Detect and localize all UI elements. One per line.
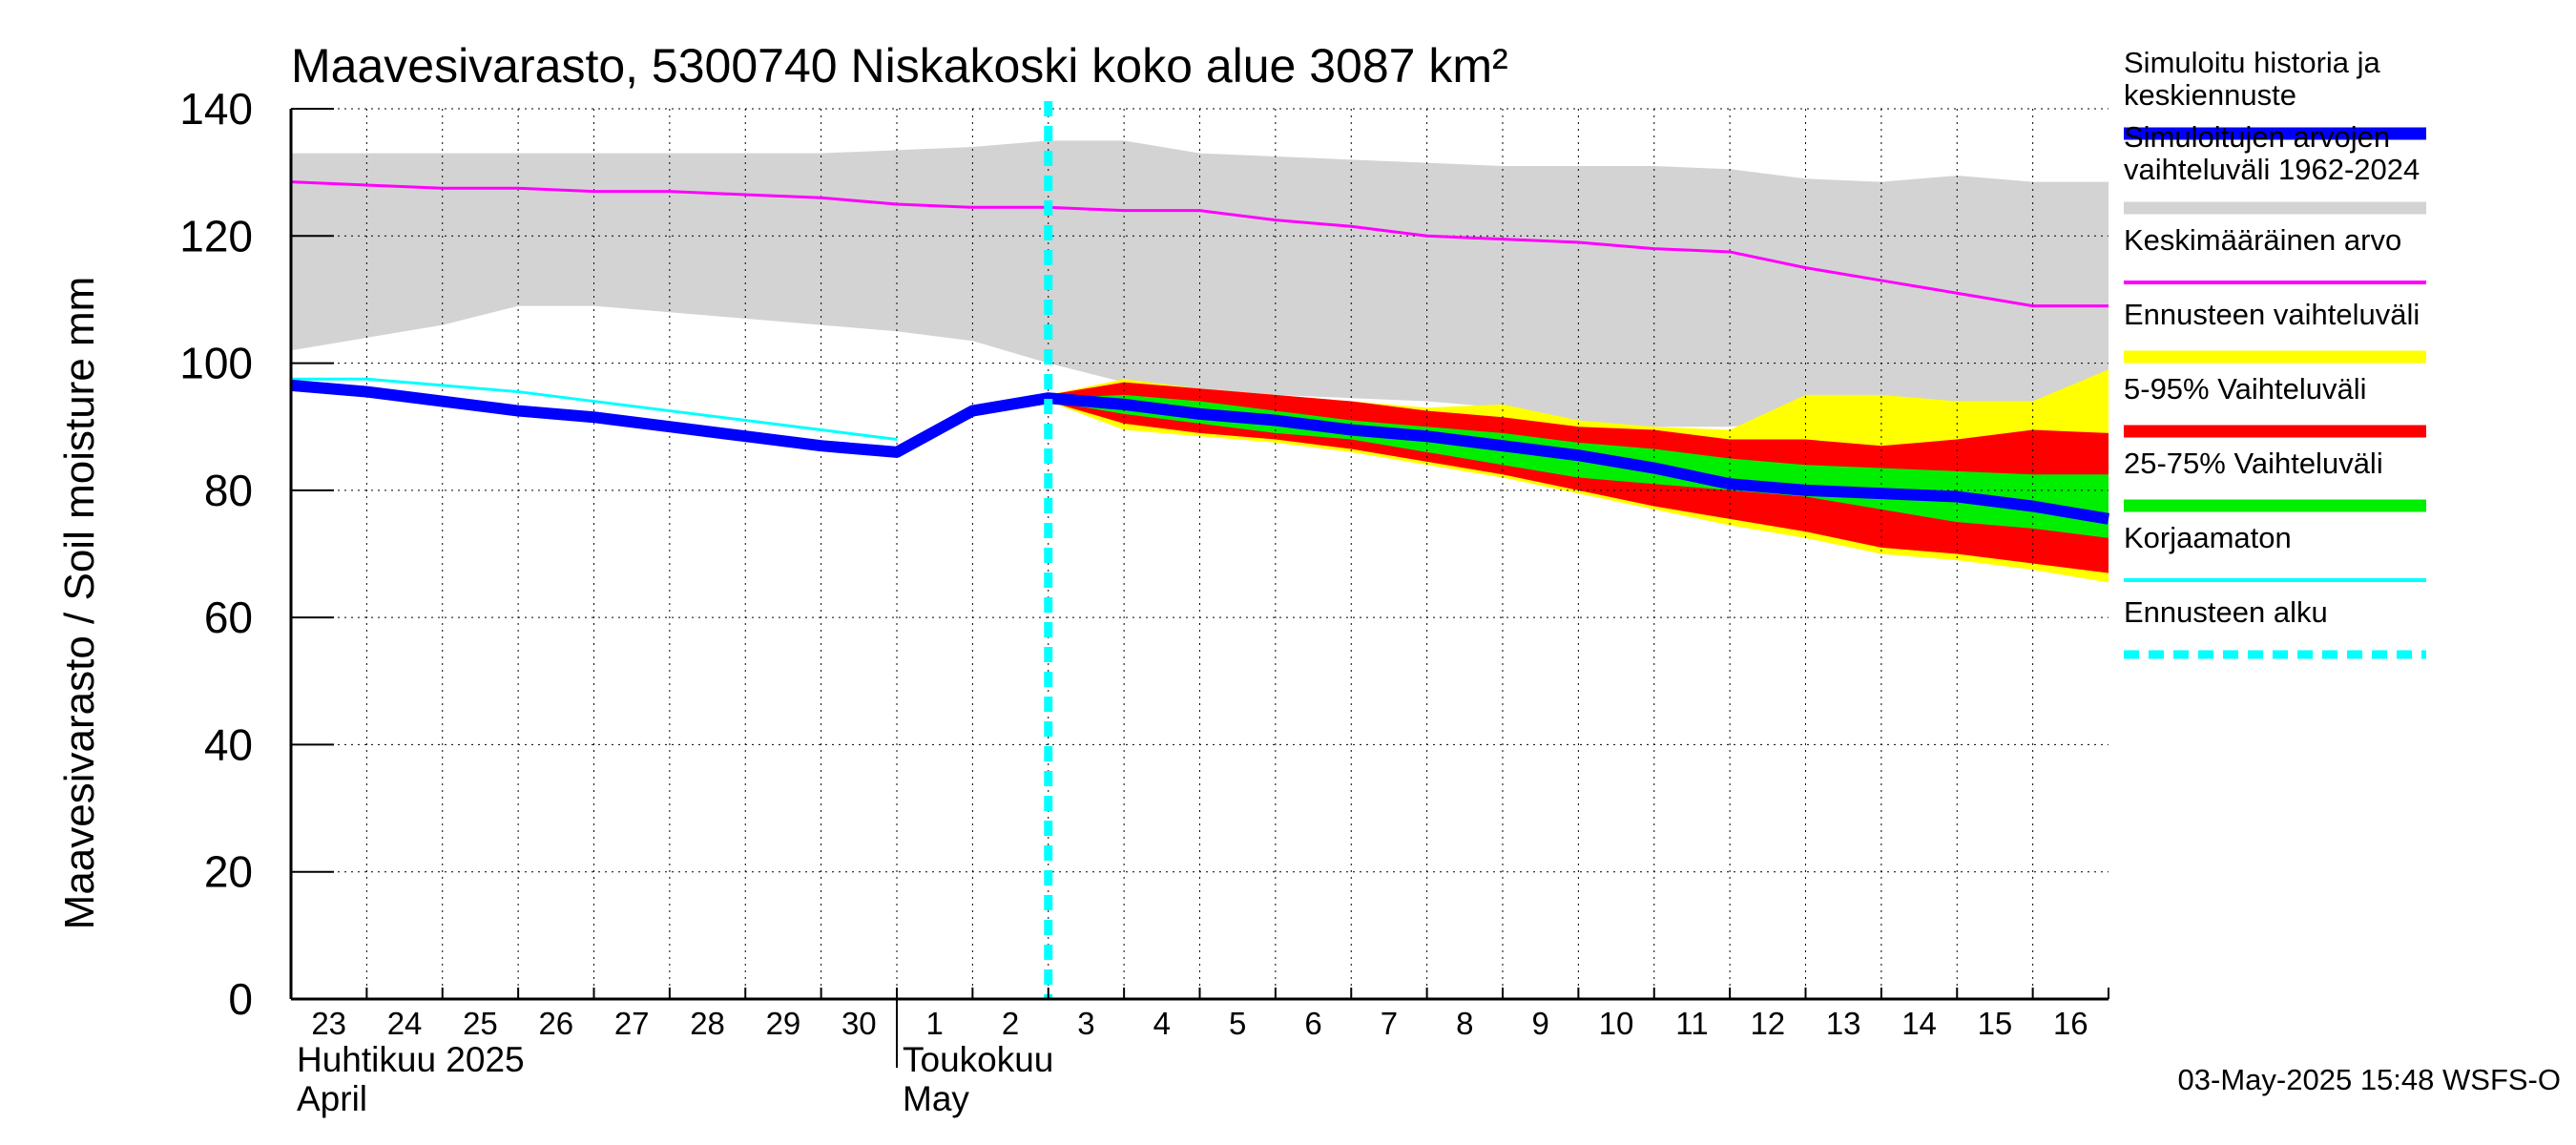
y-tick-label: 140 (179, 84, 253, 134)
x-tick-label: 1 (926, 1006, 944, 1041)
x-tick-label: 13 (1826, 1006, 1861, 1041)
x-tick-label: 6 (1304, 1006, 1321, 1041)
y-tick-label: 40 (204, 719, 253, 769)
month-label-en: April (297, 1079, 367, 1118)
series-keskim-r-inen-arvo (290, 180, 2109, 308)
x-tick-label: 4 (1153, 1006, 1171, 1041)
y-tick-label: 0 (228, 974, 253, 1024)
legend-label: Ennusteen vaihteluväli (2124, 298, 2420, 331)
legend-label: Keskimääräinen arvo (2124, 223, 2401, 257)
series-simuloitu-historia-ja-keskiennuste (290, 379, 2109, 525)
y-tick-label: 80 (204, 466, 253, 515)
x-tick-label: 9 (1532, 1006, 1549, 1041)
x-tick-label: 25 (463, 1006, 498, 1041)
series-korjaamaton (291, 377, 898, 442)
x-tick-label: 15 (1978, 1006, 2013, 1041)
x-tick-label: 23 (311, 1006, 346, 1041)
timestamp: 03-May-2025 15:48 WSFS-O (2178, 1063, 2561, 1096)
y-tick-label: 60 (204, 593, 253, 642)
legend-label: vaihteluväli 1962-2024 (2124, 153, 2420, 186)
x-tick-label: 24 (387, 1006, 423, 1041)
x-tick-label: 3 (1077, 1006, 1094, 1041)
y-tick-label: 100 (179, 339, 253, 388)
x-tick-label: 29 (766, 1006, 801, 1041)
x-tick-label: 30 (841, 1006, 877, 1041)
legend-label: 5-95% Vaihteluväli (2124, 372, 2366, 406)
x-tick-label: 10 (1599, 1006, 1634, 1041)
y-tick-label: 120 (179, 211, 253, 260)
legend-label: keskiennuste (2124, 78, 2296, 112)
x-tick-label: 12 (1750, 1006, 1785, 1041)
legend-label: Ennusteen alku (2124, 595, 2328, 629)
month-label-fi: Toukokuu (903, 1040, 1053, 1079)
x-tick-label: 2 (1002, 1006, 1019, 1041)
legend-label: 25-75% Vaihteluväli (2124, 447, 2383, 480)
month-label-fi: Huhtikuu 2025 (297, 1040, 525, 1079)
x-tick-label: 27 (614, 1006, 650, 1041)
x-tick-label: 8 (1456, 1006, 1473, 1041)
legend-label: Simuloitu historia ja (2124, 46, 2381, 79)
y-tick-label: 20 (204, 847, 253, 897)
x-tick-label: 5 (1229, 1006, 1246, 1041)
x-tick-label: 11 (1675, 1006, 1708, 1041)
legend-label: Korjaamaton (2124, 521, 2292, 554)
x-tick-label: 26 (538, 1006, 573, 1041)
x-tick-label: 14 (1901, 1006, 1937, 1041)
x-tick-label: 28 (690, 1006, 725, 1041)
y-axis-label: Maavesivarasto / Soil moisture mm (56, 277, 103, 930)
month-label-en: May (903, 1079, 969, 1118)
legend-label: Simuloitujen arvojen (2124, 120, 2390, 154)
x-tick-label: 7 (1381, 1006, 1398, 1041)
chart-title: Maavesivarasto, 5300740 Niskakoski koko … (291, 39, 1508, 93)
x-tick-label: 16 (2053, 1006, 2088, 1041)
